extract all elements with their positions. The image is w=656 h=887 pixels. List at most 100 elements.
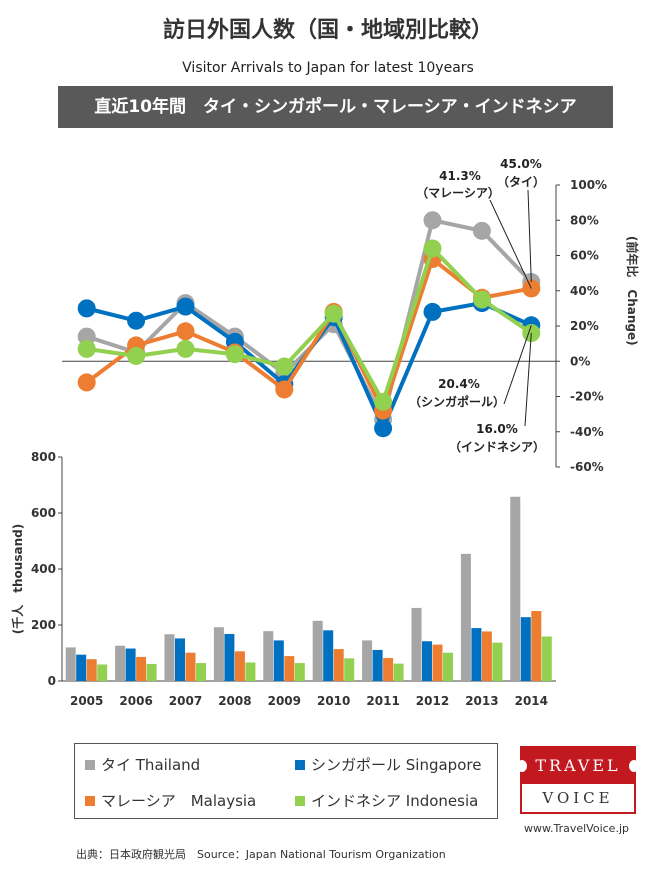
logo-text-top: TRAVEL (522, 748, 634, 784)
bar-malaysia-2007 (185, 652, 196, 681)
bar-malaysia-2014 (531, 611, 542, 681)
travelvoice-logo: TRAVEL VOICE (517, 746, 639, 814)
legend-item-thailand: タイ Thailand (85, 754, 200, 775)
point-indonesia-2005 (77, 339, 96, 358)
line-y-tick-label: 80% (570, 213, 599, 227)
bar-singapore-2013 (471, 628, 482, 681)
point-singapore-2011 (374, 419, 393, 438)
bar-indonesia-2011 (393, 663, 404, 681)
x-tick-label: 2012 (416, 694, 449, 708)
x-tick-label: 2011 (366, 694, 399, 708)
annotation-thailand-value: 45.0% (500, 157, 542, 171)
legend-label-singapore: シンガポール Singapore (311, 756, 482, 774)
legend-swatch-singapore (295, 759, 305, 770)
legend-label-indonesia: インドネシア Indonesia (311, 792, 479, 810)
bar-thailand-2010 (312, 620, 323, 681)
source-note: 出典：日本政府観光局 Source：Japan National Tourism… (76, 848, 446, 861)
x-tick-label: 2006 (119, 694, 152, 708)
bar-y-tick-label: 0 (48, 674, 56, 688)
bar-malaysia-2006 (136, 656, 147, 681)
bar-thailand-2014 (510, 496, 521, 681)
legend-label-malaysia: マレーシア Malaysia (101, 792, 257, 810)
bar-thailand-2011 (362, 640, 373, 681)
legend-swatch-thailand (85, 759, 95, 770)
point-malaysia-2007 (176, 322, 195, 341)
bar-malaysia-2009 (284, 656, 295, 681)
bar-malaysia-2005 (86, 659, 97, 681)
bar-thailand-2012 (411, 607, 422, 681)
legend-swatch-indonesia (295, 795, 305, 806)
point-indonesia-2008 (225, 345, 244, 364)
line-y-tick-label: -20% (570, 390, 604, 404)
banner: 直近10年間 タイ・シンガポール・マレーシア・インドネシア (58, 86, 613, 128)
point-indonesia-2012 (423, 239, 442, 258)
annotation-indonesia-label: （インドネシア） (449, 439, 545, 454)
chart-title: 訪日外国人数（国・地域別比較） (162, 18, 493, 43)
bar-indonesia-2005 (97, 664, 108, 681)
legend-item-indonesia: インドネシア Indonesia (295, 790, 478, 811)
bar-thailand-2008 (213, 627, 224, 681)
x-tick-label: 2014 (515, 694, 548, 708)
bar-y-tick-label: 800 (31, 450, 56, 464)
line-singapore (86, 301, 533, 431)
bar-indonesia-2014 (541, 636, 552, 681)
bar-indonesia-2008 (245, 662, 256, 681)
bar-y-tick-label: 400 (31, 562, 56, 576)
site-url: www.TravelVoice.jp (524, 822, 629, 835)
legend: タイ Thailand シンガポール Singapore マレーシア Malay… (74, 743, 498, 819)
legend-label-thailand: タイ Thailand (101, 756, 201, 774)
point-malaysia-2005 (77, 373, 96, 392)
legend-swatch-malaysia (85, 795, 95, 806)
bar-indonesia-2007 (196, 663, 206, 681)
line-y-tick-label: 60% (570, 249, 599, 263)
bar-singapore-2009 (273, 640, 284, 681)
bar-malaysia-2008 (234, 651, 245, 681)
point-singapore-2012 (423, 302, 442, 321)
x-tick-label: 2010 (317, 694, 350, 708)
point-thailand-2005 (77, 327, 96, 346)
point-malaysia-2009 (275, 380, 294, 399)
bar-malaysia-2011 (383, 658, 394, 681)
bar-thailand-2005 (65, 647, 76, 681)
legend-item-malaysia: マレーシア Malaysia (85, 790, 256, 811)
line-y-tick-label: 0% (570, 354, 590, 368)
line-malaysia (85, 257, 532, 413)
annotation-malaysia-label: （マレーシア） (416, 185, 500, 200)
annotation-thailand-leader (527, 189, 532, 282)
bar-indonesia-2010 (344, 658, 355, 681)
logo-notch-right (629, 760, 639, 772)
bar-malaysia-2012 (432, 644, 443, 681)
point-singapore-2007 (176, 297, 195, 316)
bar-malaysia-2010 (333, 649, 344, 681)
point-indonesia-2007 (176, 339, 195, 358)
logo-text-bottom: VOICE (542, 789, 614, 807)
bar-singapore-2008 (224, 633, 235, 681)
line-indonesia (86, 246, 533, 404)
bar-thailand-2006 (115, 645, 126, 681)
bar-indonesia-2009 (294, 663, 305, 681)
point-indonesia-2011 (374, 392, 393, 411)
annotation-malaysia-value: 41.3% (439, 169, 481, 183)
bar-thailand-2013 (460, 553, 471, 681)
annotation-thailand-label: （タイ） (497, 174, 545, 189)
bar-singapore-2011 (372, 649, 383, 681)
x-tick-label: 2009 (268, 694, 301, 708)
bar-indonesia-2013 (492, 642, 503, 681)
bar-y-axis-label: (千人 thousand) (10, 524, 25, 634)
x-tick-label: 2007 (169, 694, 202, 708)
x-tick-label: 2005 (70, 694, 103, 708)
point-indonesia-2009 (275, 357, 294, 376)
annotation-singapore-leader (503, 325, 532, 405)
point-indonesia-2013 (472, 290, 491, 309)
bar-malaysia-2013 (481, 631, 492, 681)
bar-thailand-2009 (263, 631, 274, 681)
bar-singapore-2014 (520, 617, 531, 681)
bar-indonesia-2012 (443, 652, 453, 681)
point-indonesia-2010 (324, 304, 343, 323)
point-singapore-2006 (127, 311, 146, 330)
annotation-singapore-value: 20.4% (438, 377, 480, 391)
chart-subtitle: Visitor Arrivals to Japan for latest 10y… (182, 60, 474, 76)
point-indonesia-2006 (127, 346, 146, 365)
bar-singapore-2005 (76, 654, 87, 681)
line-y-tick-label: 20% (570, 319, 599, 333)
